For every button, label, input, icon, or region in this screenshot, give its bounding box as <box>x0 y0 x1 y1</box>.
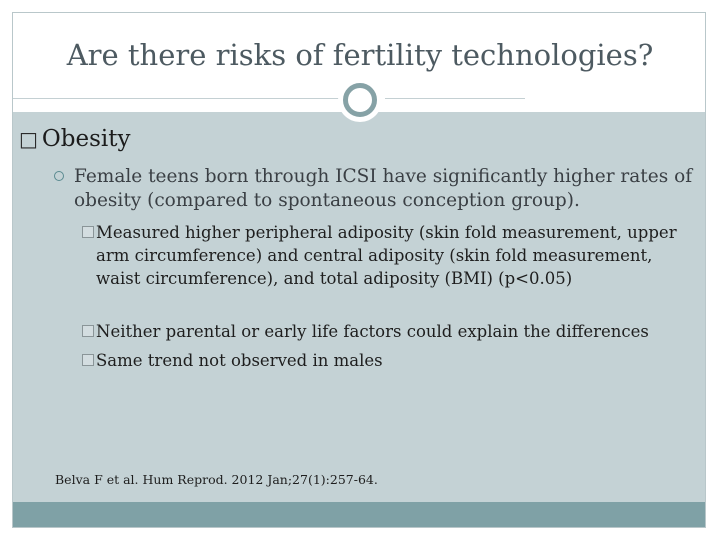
main-point-text: Female teens born through ICSI have sign… <box>74 166 693 211</box>
square-bullet-icon <box>82 226 94 238</box>
heading-obesity: □ Obesity <box>19 126 131 152</box>
subpoint-2: Neither parental or early life factors c… <box>82 320 692 343</box>
footer-band <box>13 502 705 527</box>
slide-frame <box>12 12 706 528</box>
subpoint-text: Measured higher peripheral adiposity (sk… <box>96 223 677 288</box>
slide-title: Are there risks of fertility technologie… <box>66 38 654 72</box>
main-point: Female teens born through ICSI have sign… <box>54 165 694 213</box>
divider-left <box>13 98 340 99</box>
subpoint-text: Neither parental or early life factors c… <box>96 322 649 341</box>
heading-text: Obesity <box>41 126 131 152</box>
subpoint-3: Same trend not observed in males <box>82 349 692 372</box>
content-area <box>13 112 705 502</box>
subpoint-1: Measured higher peripheral adiposity (sk… <box>82 221 692 290</box>
circle-ornament-icon <box>338 78 382 122</box>
subpoint-text: Same trend not observed in males <box>96 351 383 370</box>
citation: Belva F et al. Hum Reprod. 2012 Jan;27(1… <box>55 472 378 487</box>
square-bullet-icon <box>82 325 94 337</box>
checkbox-bullet-icon: □ <box>19 127 38 151</box>
square-bullet-icon <box>82 354 94 366</box>
divider-right <box>385 98 525 99</box>
ring-bullet-icon <box>54 171 64 181</box>
